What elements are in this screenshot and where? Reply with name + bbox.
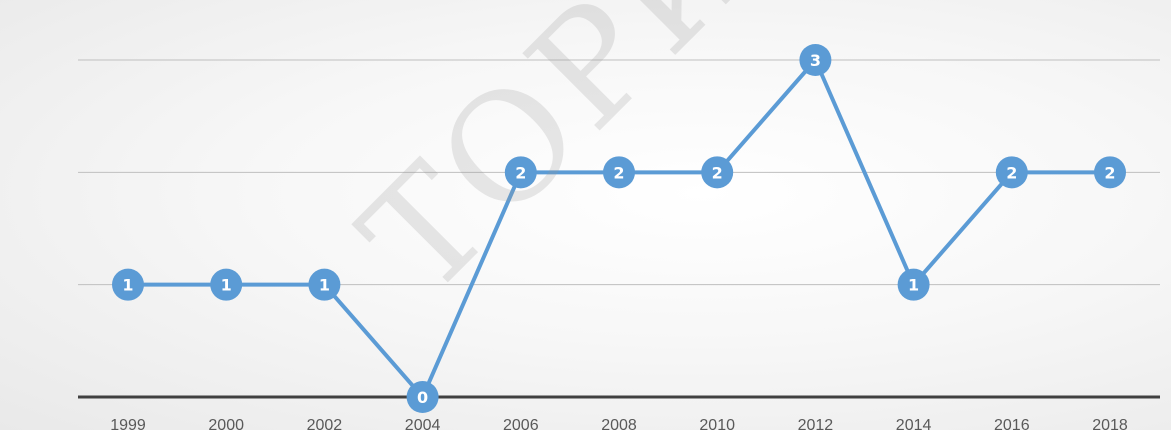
data-point-marker — [504, 156, 537, 189]
data-point-marker — [897, 268, 930, 301]
data-label: 2 — [1104, 163, 1115, 182]
x-tick-label: 2014 — [896, 417, 932, 430]
data-label: 2 — [1006, 163, 1017, 182]
data-points: 1 1 1 0 2 2 2 3 1 2 2 — [112, 44, 1126, 413]
data-label: 2 — [515, 163, 526, 182]
x-tick-label: 2012 — [798, 417, 834, 430]
x-tick-label: 2018 — [1092, 417, 1128, 430]
data-label: 1 — [319, 276, 330, 295]
data-label: 2 — [712, 163, 723, 182]
x-tick-label: 2004 — [405, 417, 441, 430]
x-tick-label: 2002 — [307, 417, 343, 430]
x-tick-label: 2006 — [503, 417, 539, 430]
data-point-marker — [701, 156, 734, 189]
data-label: 1 — [122, 276, 133, 295]
x-tick-label: 2008 — [601, 417, 637, 430]
x-tick-label: 2000 — [208, 417, 244, 430]
x-tick-label: 1999 — [110, 417, 146, 430]
x-tick-labels: 1999 2000 2002 2004 2006 2008 2010 2012 2014 2016… — [110, 417, 1128, 430]
data-point-marker — [308, 268, 341, 301]
data-point-marker — [406, 381, 439, 413]
series-line — [128, 58, 1110, 399]
data-point-marker — [1094, 156, 1126, 189]
x-tick-label: 2016 — [994, 417, 1030, 430]
data-point-marker — [799, 44, 832, 76]
data-point-marker — [603, 156, 635, 189]
data-label: 0 — [417, 388, 428, 407]
data-label: 1 — [908, 276, 919, 295]
x-tick-label: 2010 — [699, 417, 735, 430]
data-point-marker — [210, 268, 243, 301]
series-line-layer — [128, 58, 1110, 399]
data-label: 2 — [613, 163, 624, 182]
data-label: 1 — [221, 276, 232, 295]
data-label: 3 — [810, 51, 821, 70]
data-point-marker — [995, 156, 1028, 189]
data-point-marker — [112, 268, 144, 301]
